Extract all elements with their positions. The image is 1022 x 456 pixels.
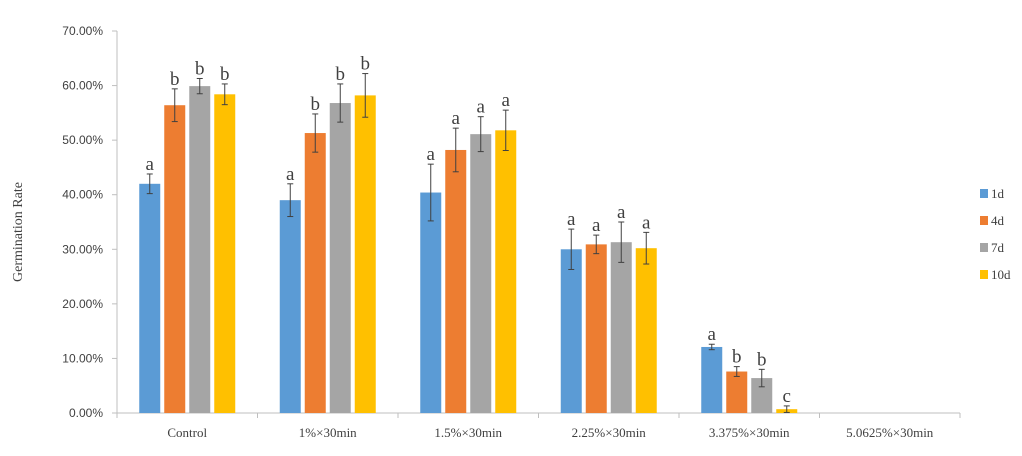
legend-label: 1d: [991, 186, 1005, 201]
significance-label: b: [757, 349, 767, 370]
bar-7d: [189, 86, 211, 414]
legend-label: 10d: [991, 267, 1011, 282]
significance-label: c: [783, 386, 791, 407]
bar-10d: [635, 248, 657, 413]
significance-label: a: [427, 144, 436, 165]
bar-7d: [329, 103, 351, 413]
bar-1d: [279, 200, 301, 413]
legend-swatch: [980, 189, 988, 198]
bar-1d: [560, 249, 582, 413]
bar-4d: [726, 371, 748, 413]
y-tick-label: 10.00%: [62, 351, 103, 365]
bar-7d: [610, 242, 632, 413]
category-label: 1.5%×30min: [434, 425, 502, 440]
bar-10d: [354, 95, 376, 413]
significance-label: a: [708, 324, 717, 345]
y-tick-label: 70.00%: [62, 24, 103, 38]
significance-label: b: [311, 94, 321, 115]
significance-label: a: [502, 90, 511, 111]
bar-1d: [139, 183, 161, 413]
category-label: 5.0625%×30min: [846, 425, 934, 440]
legend-swatch: [980, 243, 988, 252]
legend-swatch: [980, 216, 988, 225]
legend-label: 4d: [991, 213, 1005, 228]
significance-label: b: [170, 69, 180, 90]
significance-label: a: [146, 154, 155, 175]
y-tick-label: 0.00%: [69, 406, 103, 420]
category-label: 3.375%×30min: [709, 425, 790, 440]
category-label: Control: [167, 425, 207, 440]
bar-1d: [420, 192, 442, 413]
significance-label: b: [732, 347, 742, 368]
y-tick-label: 30.00%: [62, 242, 103, 256]
significance-label: a: [567, 209, 576, 230]
legend-swatch: [980, 270, 988, 279]
bar-4d: [164, 105, 186, 414]
significance-label: a: [477, 97, 486, 118]
y-tick-label: 60.00%: [62, 79, 103, 93]
category-label: 2.25%×30min: [572, 425, 647, 440]
bar-7d: [470, 134, 492, 413]
bar-4d: [445, 149, 467, 414]
significance-label: b: [336, 64, 346, 85]
legend-label: 7d: [991, 240, 1005, 255]
significance-label: b: [220, 64, 230, 85]
significance-label: a: [286, 164, 295, 185]
y-tick-label: 20.00%: [62, 297, 103, 311]
bar-10d: [495, 130, 517, 413]
significance-label: a: [592, 215, 601, 236]
significance-label: b: [361, 54, 371, 75]
y-tick-label: 40.00%: [62, 188, 103, 202]
significance-label: a: [617, 202, 626, 223]
y-tick-label: 50.00%: [62, 133, 103, 147]
bar-1d: [701, 346, 723, 413]
bar-7d: [751, 378, 773, 413]
bar-4d: [585, 244, 607, 413]
significance-label: b: [195, 58, 205, 79]
significance-label: a: [452, 108, 461, 129]
bar-4d: [304, 133, 326, 413]
category-label: 1%×30min: [299, 425, 357, 440]
significance-label: a: [642, 212, 651, 233]
bar-10d: [214, 94, 236, 413]
y-axis-title: Germination Rate: [11, 182, 26, 282]
